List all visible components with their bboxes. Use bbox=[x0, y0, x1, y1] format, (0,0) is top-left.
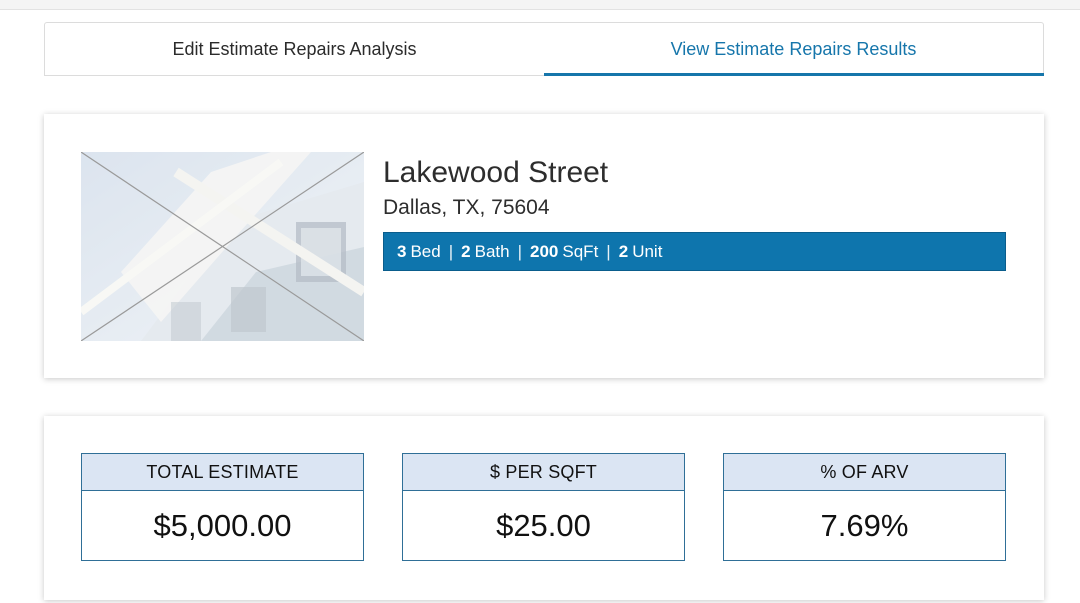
spec-separator: | bbox=[606, 241, 611, 261]
estimate-stats-card: TOTAL ESTIMATE $5,000.00 $ PER SQFT $25.… bbox=[44, 416, 1044, 600]
sqft-value: 200 bbox=[530, 241, 559, 261]
property-info: Lakewood Street Dallas, TX, 75604 3 Bed … bbox=[383, 154, 1006, 271]
unit-count: 2 bbox=[618, 241, 629, 261]
house-image-icon bbox=[81, 152, 364, 341]
stat-label: % OF ARV bbox=[724, 454, 1005, 491]
bath-count: 2 bbox=[461, 241, 471, 261]
property-street: Lakewood Street bbox=[383, 156, 609, 189]
spec-separator: | bbox=[517, 241, 523, 261]
tab-bar: Edit Estimate Repairs Analysis View Esti… bbox=[44, 22, 1044, 76]
bed-count: 3 bbox=[397, 241, 407, 261]
bed-label: Bed bbox=[410, 241, 441, 261]
stat-per-sqft: $ PER SQFT $25.00 bbox=[402, 453, 685, 561]
property-card: Lakewood Street Dallas, TX, 75604 3 Bed … bbox=[44, 114, 1044, 378]
tab-view-results[interactable]: View Estimate Repairs Results bbox=[544, 23, 1044, 76]
bath-label: Bath bbox=[474, 241, 510, 261]
property-city: Dallas, TX, 75604 bbox=[383, 196, 550, 219]
stat-value: 7.69% bbox=[820, 507, 909, 543]
stat-label: $ PER SQFT bbox=[403, 454, 684, 491]
stat-percent-arv: % OF ARV 7.69% bbox=[723, 453, 1006, 561]
tab-edit-estimate[interactable]: Edit Estimate Repairs Analysis bbox=[172, 38, 417, 59]
property-photo-placeholder bbox=[81, 152, 364, 341]
stat-label: TOTAL ESTIMATE bbox=[82, 454, 363, 491]
stat-value: $5,000.00 bbox=[153, 507, 292, 543]
spec-separator: | bbox=[448, 241, 454, 261]
sqft-label: SqFt bbox=[562, 241, 599, 261]
unit-label: Unit bbox=[632, 241, 663, 261]
stat-total-estimate: TOTAL ESTIMATE $5,000.00 bbox=[81, 453, 364, 561]
property-specs-bar: 3 Bed | 2 Bath | 200 SqFt | 2 Unit bbox=[383, 232, 1006, 271]
stat-value: $25.00 bbox=[496, 507, 591, 543]
top-bar bbox=[0, 0, 1080, 10]
